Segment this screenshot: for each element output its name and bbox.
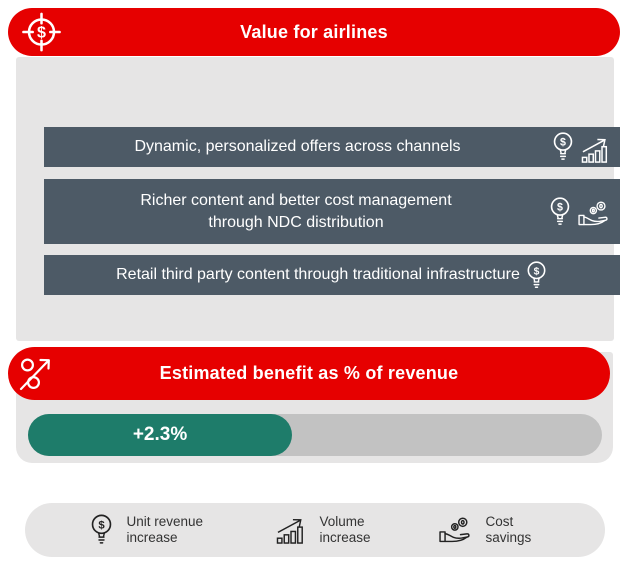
page-title: Value for airlines — [240, 21, 388, 42]
legend-label: Volume increase — [319, 513, 371, 545]
svg-text:$: $ — [37, 24, 46, 42]
legend-bar: $ Unit revenue increase Volume increase — [25, 503, 605, 557]
value-rows-panel: Dynamic, personalized offers across chan… — [16, 57, 620, 341]
value-row: Dynamic, personalized offers across chan… — [44, 127, 620, 167]
svg-text:$: $ — [534, 266, 540, 277]
value-row: Richer content and better cost managemen… — [44, 179, 620, 244]
svg-text:$: $ — [557, 201, 563, 213]
svg-text:$: $ — [98, 520, 105, 532]
value-row-text: Retail third party content through tradi… — [116, 266, 520, 283]
volume-increase-icon — [276, 518, 303, 544]
target-dollar-icon: $ — [22, 12, 61, 52]
value-row: Retail third party content through tradi… — [44, 255, 620, 295]
volume-increase-icon — [581, 138, 608, 163]
header-bar: $ Value for airlines — [8, 8, 620, 56]
cost-savings-icon — [578, 200, 608, 225]
unit-revenue-increase-icon: $ — [91, 514, 111, 544]
legend-item-unit-revenue: $ Unit revenue increase — [89, 513, 219, 547]
legend-item-volume: Volume increase — [275, 514, 382, 546]
unit-revenue-increase-icon: $ — [550, 196, 570, 225]
benefit-fill: +2.3% — [28, 414, 293, 456]
percent-growth-icon — [19, 357, 50, 390]
benefit-header-bar: Estimated benefit as % of revenue — [8, 347, 610, 400]
benefit-progress-track: +2.3% — [28, 414, 602, 456]
legend-label: Cost savings — [485, 513, 532, 545]
value-row-text: Dynamic, personalized offers across chan… — [134, 138, 461, 156]
legend-label: Unit revenue increase — [126, 513, 204, 545]
benefit-value-label: +2.3% — [132, 424, 188, 445]
legend-item-cost-savings: Cost savings — [438, 514, 542, 546]
unit-revenue-increase-icon: $ — [553, 132, 573, 160]
cost-savings-icon — [438, 516, 470, 542]
svg-text:$: $ — [560, 137, 566, 149]
value-row-text: Richer content and better cost managemen… — [140, 191, 452, 231]
benefit-title: Estimated benefit as % of revenue — [159, 363, 459, 383]
unit-revenue-increase-icon: $ — [527, 260, 546, 288]
